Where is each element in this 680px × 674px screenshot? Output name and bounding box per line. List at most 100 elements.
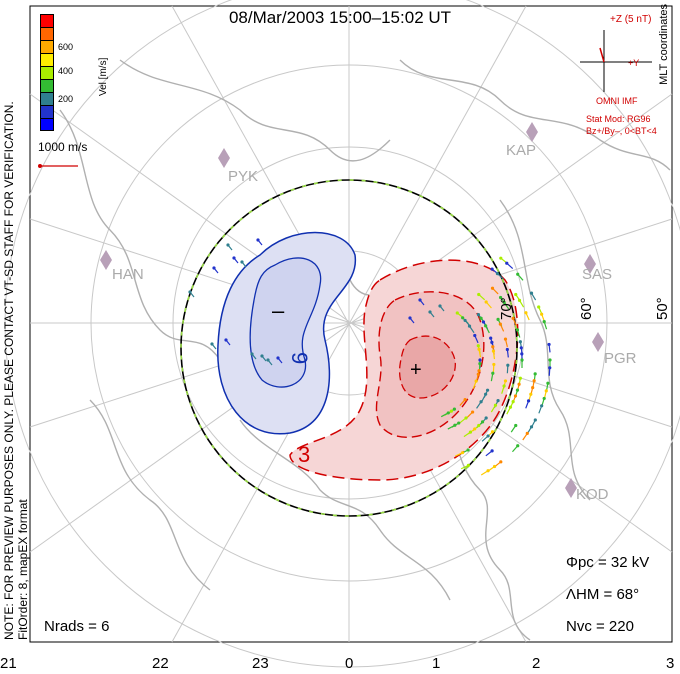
imf-model-line1: Stat Mod: RG96 — [586, 114, 651, 124]
velocity-vector-origin — [484, 392, 488, 396]
velocity-vector-origin — [546, 381, 550, 385]
radar-label-pgr: PGR — [604, 350, 637, 367]
velocity-vector-origin — [476, 313, 481, 317]
velocity-vector-origin — [492, 362, 496, 367]
velocity-vector-origin — [478, 361, 482, 366]
mlt-tick-3: 3 — [666, 655, 675, 672]
radar-label-pyk: PYK — [228, 168, 259, 185]
velocity-vector-origin — [471, 410, 475, 414]
velocity-vector-origin — [484, 416, 488, 420]
velocity-vector-origin — [503, 379, 508, 383]
velocity-vector-origin — [518, 376, 522, 380]
imf-vector — [599, 47, 605, 63]
mlt-tick-21: 21 — [0, 655, 17, 672]
radar-marker-kap — [526, 122, 538, 142]
velocity-vector-origin — [548, 358, 552, 362]
velocity-vector-origin — [485, 388, 490, 392]
velocity-vector-origin — [547, 342, 551, 347]
radar-label-sas: SAS — [582, 266, 613, 283]
preview-note: NOTE: FOR PREVIEW PURPOSES ONLY. PLEASE … — [2, 101, 30, 640]
velocity-vector-origin — [532, 379, 536, 383]
colorbar-cell — [40, 14, 54, 27]
radar-marker-han — [100, 250, 112, 270]
preview-note-line2: FitOrder: 8, mapEX format — [16, 499, 30, 640]
colorbar-cell — [40, 66, 54, 79]
velocity-vector-origin — [491, 371, 495, 375]
lat-label-60: 60° — [578, 297, 595, 320]
velocity-vector-origin — [511, 316, 515, 321]
velocity-vector-origin — [516, 272, 520, 276]
velocity-vector-origin — [484, 324, 488, 328]
velocity-vector-origin — [457, 421, 461, 425]
velocity-vector-origin — [408, 316, 412, 320]
velocity-vector-origin — [514, 292, 518, 297]
velocity-vector-origin — [514, 423, 518, 428]
radar-label-han: HAN — [112, 266, 144, 283]
mlt-tick-23: 23 — [252, 655, 269, 672]
radar-marker-pgr — [592, 332, 604, 352]
imf-model-line2: Bz+/By–, 0<BT<4 — [586, 126, 657, 136]
stat-n-vc: Nvc = 220 — [566, 618, 634, 635]
velocity-vector-origin — [256, 238, 260, 242]
preview-note-line1: NOTE: FOR PREVIEW PURPOSES ONLY. PLEASE … — [2, 101, 16, 640]
coordinates-label: MLT coordinates — [658, 4, 670, 85]
colorbar-label: Vel [m/s] — [98, 57, 109, 96]
velocity-vector-origin — [531, 385, 535, 390]
negative-cell-inner — [249, 257, 322, 388]
radar-marker-pyk — [218, 148, 230, 168]
velocity-vector-origin — [542, 396, 546, 401]
lat-label-70: 70° — [498, 297, 515, 320]
velocity-vector-origin — [463, 318, 467, 323]
colorbar-cell — [40, 79, 54, 92]
plot-frame — [29, 5, 673, 643]
velocity-vector-origin — [266, 358, 270, 362]
positive-cell-inner — [398, 335, 456, 399]
velocity-vector-origin — [518, 340, 522, 344]
velocity-vector-origin — [460, 451, 465, 455]
velocity-vector-origin — [463, 397, 467, 402]
mlt-tick-1: 1 — [432, 655, 441, 672]
velocity-vector-origin — [505, 261, 509, 265]
colorbar-tick-200: 200 — [58, 94, 74, 104]
velocity-vector-origin — [484, 300, 488, 304]
velocity-vector-origin — [515, 328, 520, 332]
velocity-vector-origin — [226, 243, 230, 247]
velocity-vector-origin — [224, 338, 228, 342]
heppner-maynard-boundary-dash — [180, 179, 518, 517]
coastlines — [59, 59, 671, 641]
velocity-vector-origin — [498, 322, 502, 326]
colorbar-cell — [40, 53, 54, 66]
velocity-vector-origin — [250, 352, 254, 356]
velocity-vector-origin — [477, 369, 481, 373]
radar-marker-sas — [584, 254, 596, 274]
velocity-vector-origin — [526, 399, 531, 403]
velocity-vector-origin — [533, 372, 537, 376]
imf-clock-diagram — [580, 30, 652, 92]
velocity-vector-origin — [490, 449, 494, 453]
velocity-vector-origin — [477, 347, 481, 351]
colorbar-tick-600: 600 — [58, 42, 74, 52]
velocity-vector-origin — [491, 349, 496, 353]
velocity-vector-origin — [502, 384, 506, 388]
mlt-tick-22: 22 — [152, 655, 169, 672]
negative-cell-sign: – — [272, 298, 285, 323]
velocity-vector-origin — [502, 300, 506, 305]
velocity-vector-origin — [513, 394, 518, 398]
velocity-vector-origin — [476, 372, 480, 376]
positive-contour-label: 3 — [298, 442, 310, 467]
velocity-vector-origin — [486, 434, 490, 438]
colorbar-cell — [40, 118, 54, 131]
velocity-vector-origin — [418, 298, 422, 302]
velocity-vector-origin — [505, 347, 509, 352]
velocity-vector-origin — [210, 342, 214, 346]
mlt-tick-2: 2 — [532, 655, 541, 672]
velocity-vector-origin — [476, 344, 480, 348]
velocity-vector-origin — [477, 423, 481, 428]
reference-vector-dot — [38, 164, 42, 168]
imf-y-label: +Y — [628, 58, 640, 68]
radar-markers — [100, 122, 604, 498]
velocity-vector-origin — [486, 469, 490, 473]
mlt-tick-0: 0 — [345, 655, 354, 672]
velocity-vector-origin — [478, 358, 482, 362]
